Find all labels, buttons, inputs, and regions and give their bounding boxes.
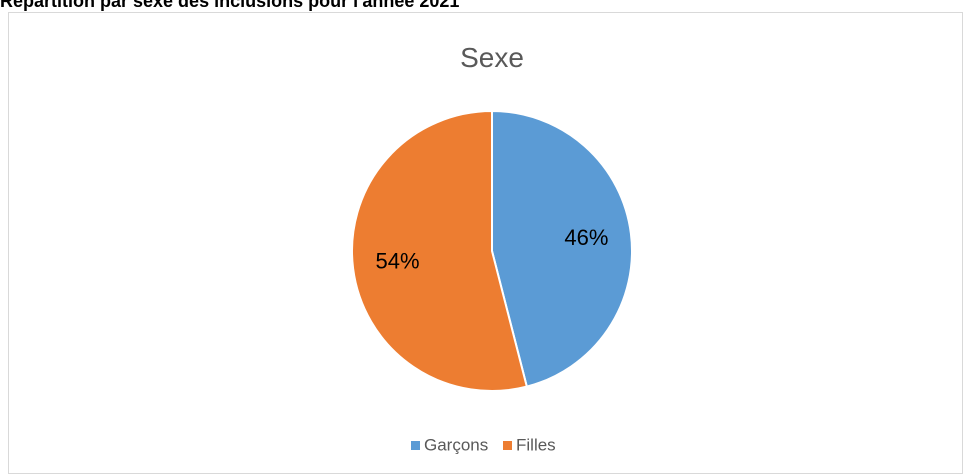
pie-slices <box>351 109 633 392</box>
pie-slice-garcons <box>491 109 633 388</box>
legend-label-filles: Filles <box>516 435 556 454</box>
chart-legend: Garçons Filles <box>411 435 556 454</box>
document-heading: Répartition par sexe des inclusions pour… <box>0 0 460 11</box>
pie-data-labels: 46% 54% <box>376 225 609 274</box>
legend-swatch-garcons <box>411 441 420 450</box>
legend-label-garcons: Garçons <box>424 435 488 454</box>
legend-swatch-filles <box>503 441 512 450</box>
chart-title: Sexe <box>460 42 524 73</box>
data-label-garcons: 46% <box>564 225 608 250</box>
pie-slice-filles <box>351 109 529 392</box>
data-label-filles: 54% <box>376 249 420 274</box>
